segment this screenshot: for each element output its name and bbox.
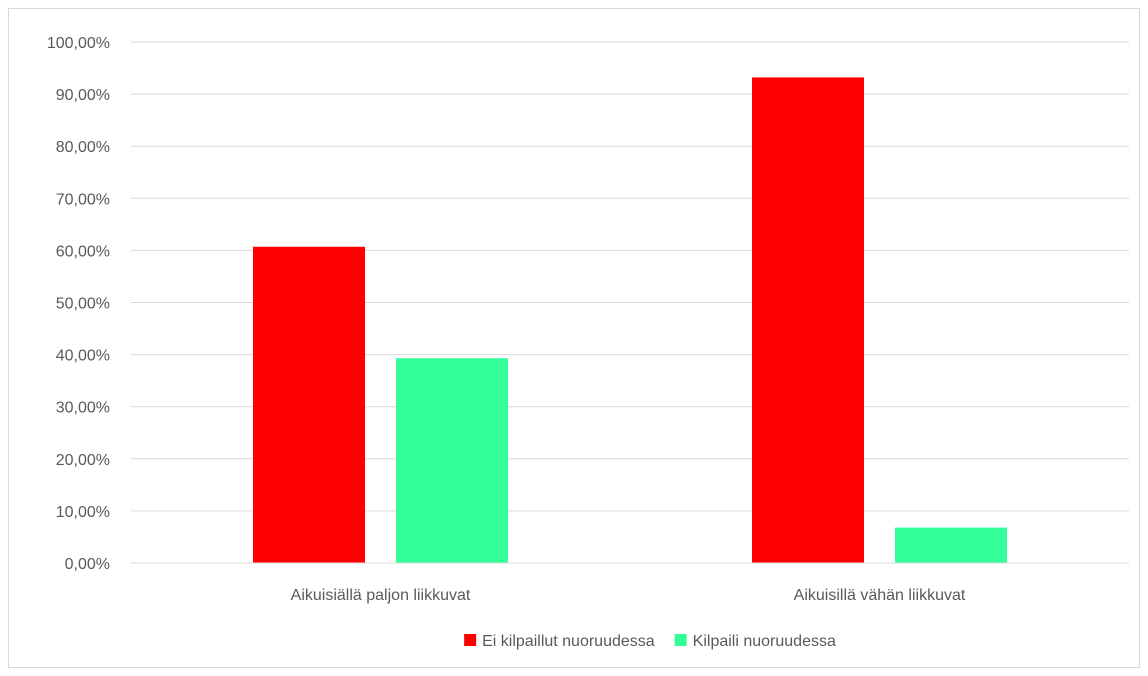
bar-ei-kilpaillut-2 <box>752 77 864 563</box>
legend-swatch <box>674 634 687 646</box>
x-category-label: Aikuisillä vähän liikkuvat <box>794 587 966 604</box>
y-tick-label: 20,00% <box>56 452 110 469</box>
x-category-label: Aikuisiällä paljon liikkuvat <box>291 587 471 604</box>
bars <box>253 77 1007 564</box>
bar-ei-kilpaillut-1 <box>253 246 365 564</box>
y-tick-label: 50,00% <box>56 296 110 313</box>
bar-kilpaili-1 <box>396 358 508 563</box>
legend: Ei kilpaillut nuoruudessa Kilpaili nuoruu… <box>464 633 836 650</box>
y-axis-tick-labels: 0,00% 10,00% 20,00% 30,00% 40,00% 50,00% 60,00… <box>47 35 110 573</box>
y-tick-label: 0,00% <box>65 556 110 573</box>
y-tick-label: 60,00% <box>56 243 110 260</box>
y-tick-label: 100,00% <box>47 35 110 52</box>
y-tick-label: 70,00% <box>56 191 110 208</box>
y-tick-label: 10,00% <box>56 504 110 521</box>
y-tick-label: 90,00% <box>56 87 110 104</box>
y-tick-label: 30,00% <box>56 400 110 417</box>
legend-label: Kilpaili nuoruudessa <box>693 633 836 650</box>
legend-swatch <box>464 634 477 646</box>
bar-kilpaili-2 <box>895 527 1007 563</box>
y-tick-label: 40,00% <box>56 348 110 365</box>
x-axis: Aikuisiällä paljon liikkuvat Aikuisillä v… <box>131 562 1129 604</box>
legend-label: Ei kilpaillut nuoruudessa <box>482 633 655 650</box>
y-tick-label: 80,00% <box>56 139 110 156</box>
